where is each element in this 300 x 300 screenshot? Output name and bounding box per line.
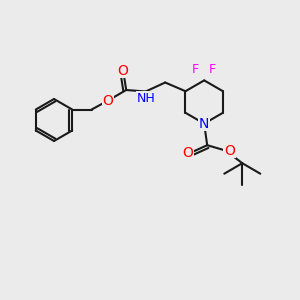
Text: N: N <box>199 117 209 130</box>
Text: O: O <box>103 94 114 107</box>
Text: F: F <box>192 62 199 76</box>
Text: O: O <box>118 64 129 77</box>
Text: NH: NH <box>137 92 156 105</box>
Text: O: O <box>224 144 235 158</box>
Text: O: O <box>182 146 193 160</box>
Text: F: F <box>209 62 216 76</box>
